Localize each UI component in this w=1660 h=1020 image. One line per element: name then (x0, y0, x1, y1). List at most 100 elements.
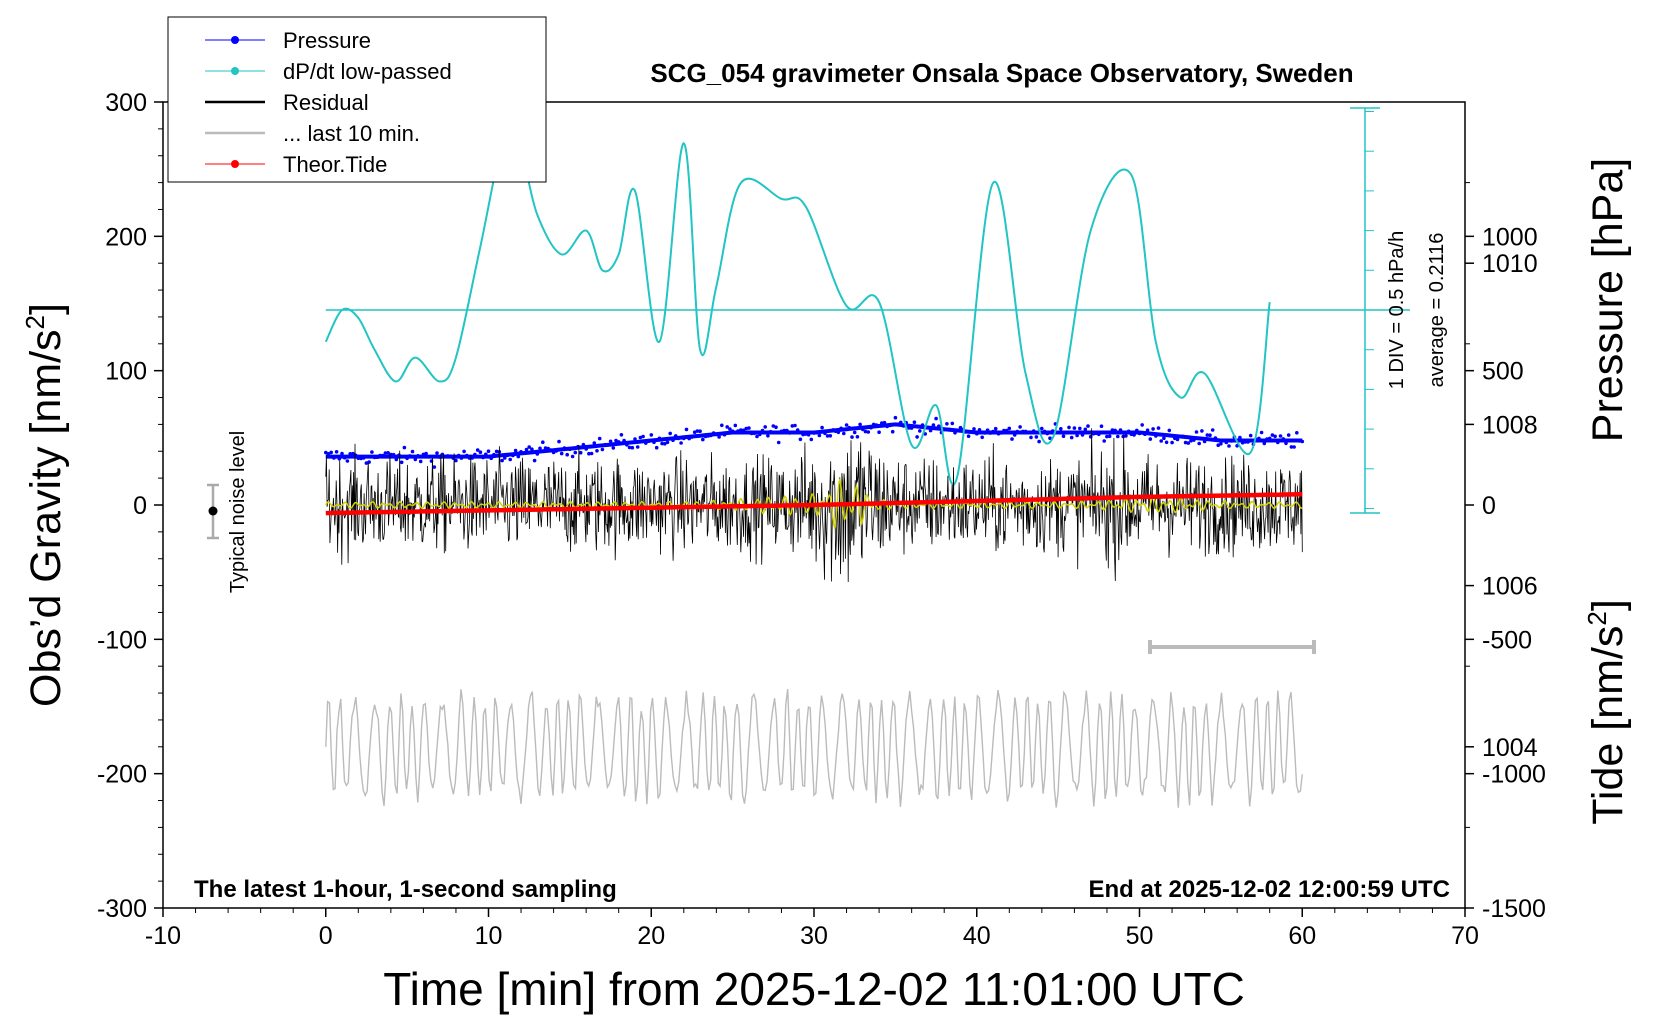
pressure-point (1162, 436, 1166, 441)
pressure-tick-label: 1008 (1482, 411, 1538, 439)
series-pressure (324, 415, 1305, 469)
pressure-point (806, 433, 811, 437)
y-axis-label-left: Obs’d Gravity [nm/s2] (20, 303, 70, 707)
pressure-point (1015, 429, 1020, 434)
pressure-point (1012, 433, 1017, 437)
pressure-point (937, 424, 941, 429)
pressure-point (676, 436, 681, 441)
pressure-point (744, 426, 748, 431)
pressure-point (1164, 440, 1169, 445)
pressure-point (1129, 432, 1134, 437)
pressure-point (972, 427, 976, 431)
pressure-point (597, 436, 602, 441)
pressure-point (1048, 436, 1052, 441)
pressure-point (1140, 423, 1144, 427)
pressure-point (885, 424, 889, 429)
footer-left: The latest 1-hour, 1-second sampling (194, 876, 617, 903)
pressure-point (668, 431, 672, 436)
pressure-point (1181, 434, 1185, 439)
pressure-point (912, 420, 917, 425)
pressure-point (511, 453, 515, 458)
tide-tick-label: 1000 (1482, 223, 1538, 251)
legend-label: dP/dt low-passed (283, 59, 452, 84)
pressure-point (1143, 432, 1147, 437)
pressure-point (1200, 429, 1204, 433)
pressure-point (893, 415, 898, 420)
pressure-point (473, 452, 477, 457)
pressure-point (1050, 429, 1055, 433)
pressure-point (432, 465, 437, 469)
pressure-point (1189, 438, 1193, 443)
pressure-point (988, 431, 993, 435)
pressure-point (559, 451, 564, 456)
pressure-point (652, 440, 656, 445)
pressure-point (383, 451, 388, 455)
pressure-point (1227, 444, 1231, 448)
pressure-point (418, 459, 423, 464)
pressure-point (619, 433, 624, 437)
pressure-point (882, 420, 887, 425)
x-tick-label: 60 (1288, 922, 1316, 950)
pressure-point (329, 450, 334, 455)
pressure-point (703, 434, 708, 439)
pressure-point (842, 431, 846, 436)
pressure-point (1078, 426, 1082, 431)
pressure-point (836, 430, 841, 435)
legend-swatch-dot (231, 67, 239, 75)
pressure-point (462, 449, 466, 454)
pressure-point (1067, 425, 1071, 430)
pressure-point (844, 423, 849, 427)
pressure-point (513, 448, 518, 453)
pressure-point (635, 445, 640, 449)
pressure-point (611, 446, 616, 450)
pressure-point (614, 438, 618, 443)
pressure-point (755, 434, 759, 439)
pressure-point (855, 435, 860, 439)
pressure-point (1159, 439, 1163, 443)
pressure-point (725, 425, 729, 429)
pressure-point (378, 453, 382, 458)
legend: Pressure dP/dt low-passed Residual ... last… (167, 16, 547, 183)
pressure-point (380, 453, 385, 458)
pressure-point (402, 445, 407, 450)
pressure-point (332, 456, 336, 460)
x-tick-label: 10 (475, 922, 503, 950)
pressure-point (1202, 439, 1207, 444)
pressure-point (475, 448, 480, 452)
pressure-point (871, 422, 876, 427)
pressure-point (372, 455, 377, 460)
pressure-point (665, 440, 670, 445)
pressure-point (340, 451, 344, 456)
x-axis: -10 0 10 20 30 40 50 60 70 (145, 908, 1479, 950)
series-last-10-min (325, 689, 1303, 808)
pressure-point (348, 452, 353, 456)
pressure-point (983, 431, 987, 435)
pressure-point (1167, 428, 1172, 433)
pressure-point (608, 439, 613, 444)
pressure-point (1292, 445, 1296, 449)
pressure-point (581, 442, 586, 447)
pressure-point (692, 430, 697, 435)
tide-tick-label: 500 (1482, 358, 1524, 386)
pressure-point (766, 434, 770, 438)
pressure-point (1178, 434, 1182, 439)
pressure-point (909, 426, 914, 430)
pressure-point (546, 446, 550, 451)
pressure-point (364, 461, 369, 465)
pressure-point (654, 445, 659, 450)
pressure-point (516, 454, 521, 459)
pressure-point (413, 457, 418, 462)
y-tick-label: 300 (105, 89, 147, 117)
pressure-point (728, 427, 732, 431)
pressure-point (733, 423, 738, 428)
pressure-point (706, 434, 710, 438)
pressure-point (790, 424, 795, 428)
pressure-point (543, 446, 548, 450)
pressure-point (793, 423, 797, 428)
chart-title: SCG_054 gravimeter Onsala Space Observat… (650, 58, 1353, 88)
pressure-point (717, 435, 721, 439)
pressure-point (1257, 436, 1261, 441)
pressure-point (958, 425, 963, 430)
pressure-point (1021, 429, 1025, 434)
pressure-point (1197, 441, 1201, 446)
